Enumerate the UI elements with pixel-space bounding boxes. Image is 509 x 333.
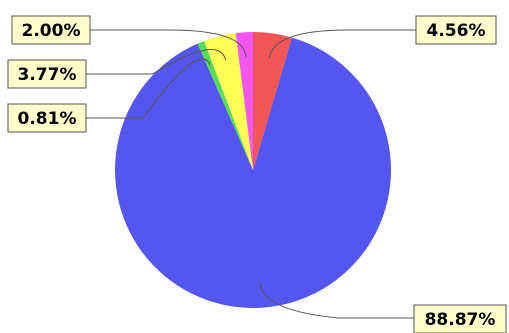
leader-line <box>86 49 227 75</box>
slice-label-box <box>7 59 87 89</box>
pie-slice <box>253 31 292 170</box>
slice-label-box <box>415 15 497 45</box>
pie-slice <box>204 33 253 171</box>
pie-slice <box>197 40 253 170</box>
leader-lines <box>86 29 416 319</box>
slice-label: 3.77% <box>18 65 77 85</box>
slice-label: 2.00% <box>22 21 81 41</box>
slice-label: 88.87% <box>425 310 496 330</box>
slice-label-box <box>7 103 87 133</box>
slice-label: 4.56% <box>427 21 486 41</box>
leader-line <box>268 29 416 59</box>
slice-label-box <box>413 304 507 333</box>
slice-labels: 4.56% 88.87% 0.81% 3.77% 2.00% <box>7 15 507 333</box>
slice-label-box <box>11 15 91 45</box>
leader-line <box>259 282 414 319</box>
pie-slices <box>114 31 391 308</box>
slice-label: 0.81% <box>18 109 77 129</box>
leader-line <box>86 58 211 119</box>
leader-line <box>90 29 247 58</box>
pie-slice <box>114 37 391 308</box>
pie-slice <box>235 32 253 170</box>
